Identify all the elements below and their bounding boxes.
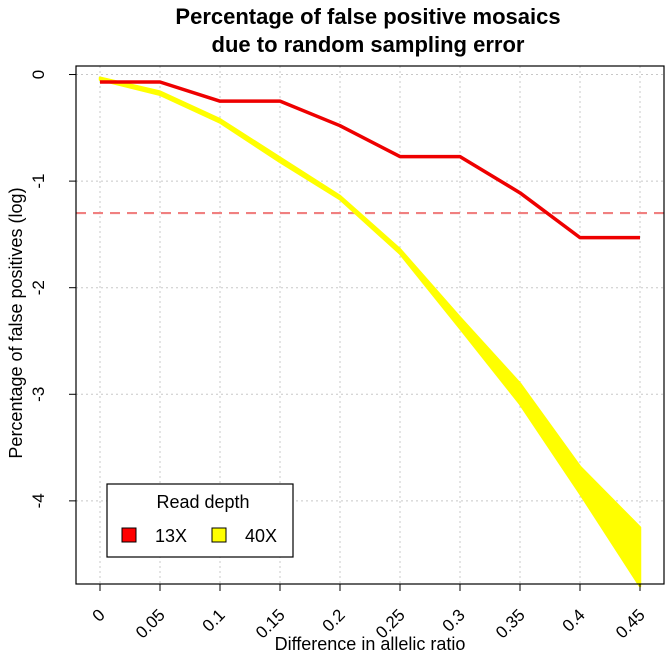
y-tick-label-1: -1 [29,174,48,189]
y-tick-label-0: 0 [29,70,48,79]
y-tick-label-4: -4 [29,493,48,508]
x-tick-label-6: 0.3 [439,605,469,635]
y-tick-label-2: -2 [29,280,48,295]
x-tick-label-4: 0.2 [319,605,349,635]
plot-frame [75,65,665,585]
x-tick-label-0: 0 [89,605,109,625]
x-tick-label-1: 0.05 [132,605,169,642]
x-tick-label-7: 0.35 [492,605,529,642]
x-axis-label: Difference in allelic ratio [275,634,466,654]
series-13x-line [100,80,640,240]
legend: Read depth 13X 40X [106,483,294,558]
legend-title: Read depth [156,492,249,512]
y-tick-label-3: -3 [29,387,48,402]
x-tick-label-8: 0.4 [559,605,589,635]
x-tick-label-2: 0.1 [199,605,229,635]
legend-swatch-40x [211,527,227,543]
chart-title-line1: Percentage of false positive mosaics [175,4,560,29]
y-axis-label: Percentage of false positives (log) [6,187,26,458]
legend-box [106,483,294,558]
legend-swatch-13x [121,527,137,543]
legend-label-13x: 13X [155,526,187,546]
chart-title-line2: due to random sampling error [212,32,525,57]
legend-label-40x: 40X [245,526,277,546]
x-tick-label-9: 0.45 [612,605,649,642]
